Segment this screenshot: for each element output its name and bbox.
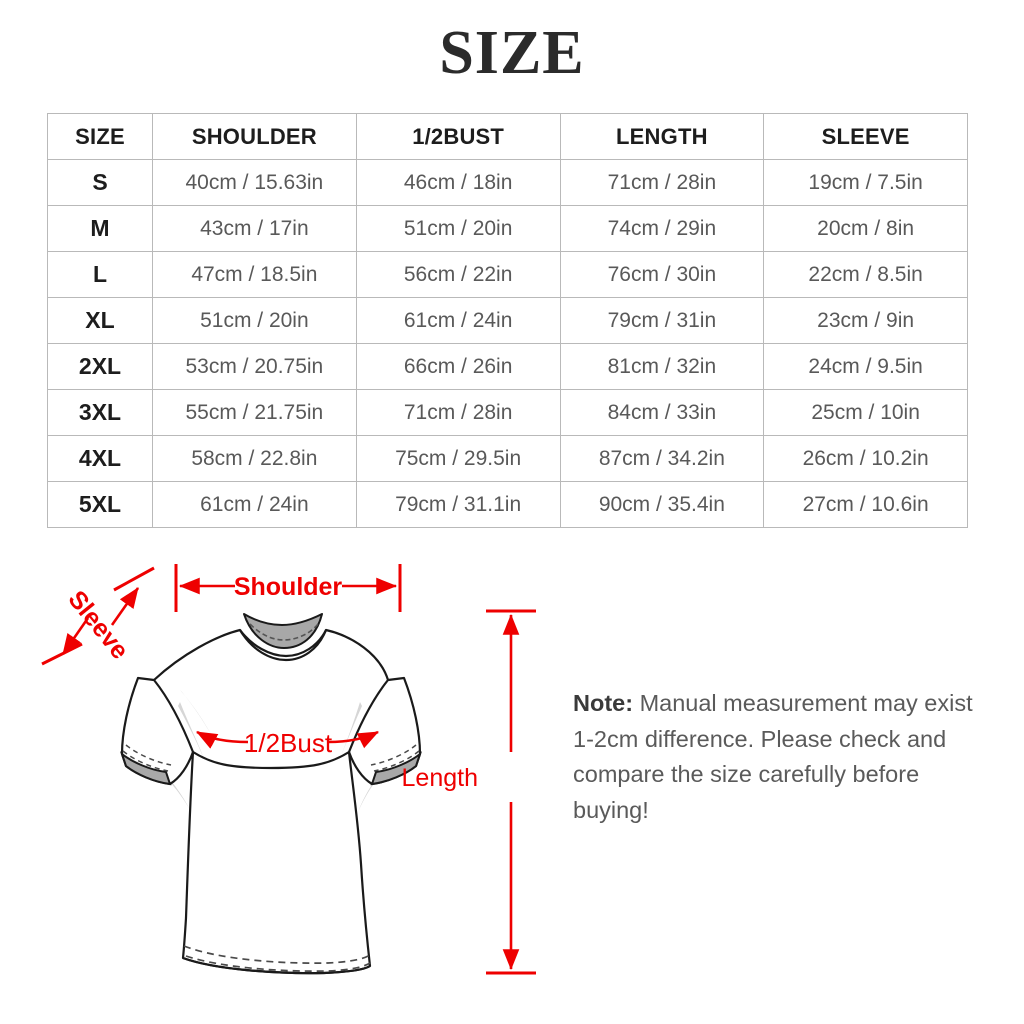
cell-length: 87cm / 34.2in bbox=[559, 435, 765, 482]
bust-arrow-left bbox=[196, 730, 249, 749]
size-table: SIZE SHOULDER 1/2BUST LENGTH SLEEVE S 40… bbox=[47, 113, 968, 528]
collar-outer bbox=[239, 629, 328, 662]
cell-shoulder: 47cm / 18.5in bbox=[152, 251, 357, 298]
sleeve-tick-upper bbox=[113, 566, 155, 592]
cell-shoulder: 58cm / 22.8in bbox=[152, 435, 357, 482]
cell-size: 2XL bbox=[47, 343, 153, 390]
cell-sleeve: 26cm / 10.2in bbox=[763, 435, 968, 482]
cell-bust: 56cm / 22in bbox=[355, 251, 561, 298]
cell-sleeve: 22cm / 8.5in bbox=[763, 251, 968, 298]
cell-size: 4XL bbox=[47, 435, 153, 482]
cell-size: S bbox=[47, 159, 153, 206]
cell-length: 74cm / 29in bbox=[559, 205, 765, 252]
column-header-sleeve: SLEEVE bbox=[763, 113, 968, 160]
table-row: XL 51cm / 20in 61cm / 24in 79cm / 31in 2… bbox=[47, 297, 968, 344]
note-label: Note: bbox=[573, 690, 634, 716]
cell-shoulder: 43cm / 17in bbox=[152, 205, 357, 252]
bust-label: 1/2Bust bbox=[244, 728, 333, 758]
hem-stitch-2 bbox=[185, 955, 371, 972]
cell-bust: 75cm / 29.5in bbox=[355, 435, 561, 482]
bottom-hem bbox=[182, 956, 371, 975]
left-cuff bbox=[119, 751, 172, 786]
cell-size: 3XL bbox=[47, 389, 153, 436]
cell-sleeve: 25cm / 10in bbox=[763, 389, 968, 436]
page-title: SIZE bbox=[439, 19, 585, 87]
shoulder-label: Shoulder bbox=[234, 573, 343, 601]
cell-bust: 79cm / 31.1in bbox=[355, 481, 561, 528]
table-row: 3XL 55cm / 21.75in 71cm / 28in 84cm / 33… bbox=[47, 389, 968, 436]
cell-sleeve: 19cm / 7.5in bbox=[763, 159, 968, 206]
right-cuff-stitch bbox=[373, 750, 420, 772]
cell-length: 90cm / 35.4in bbox=[559, 481, 765, 528]
table-row: 2XL 53cm / 20.75in 66cm / 26in 81cm / 32… bbox=[47, 343, 968, 390]
table-row: S 40cm / 15.63in 46cm / 18in 71cm / 28in… bbox=[47, 159, 968, 206]
cell-shoulder: 51cm / 20in bbox=[152, 297, 357, 344]
right-cuff bbox=[370, 751, 423, 786]
cell-sleeve: 24cm / 9.5in bbox=[763, 343, 968, 390]
note-block: Note: Manual measurement may exist 1-2cm… bbox=[573, 686, 973, 829]
left-cuff-stitch-2 bbox=[125, 744, 172, 766]
cell-sleeve: 27cm / 10.6in bbox=[763, 481, 968, 528]
table-row: M 43cm / 17in 51cm / 20in 74cm / 29in 20… bbox=[47, 205, 968, 252]
size-table-container: SIZE SHOULDER 1/2BUST LENGTH SLEEVE S 40… bbox=[47, 113, 968, 528]
column-header-size: SIZE bbox=[47, 113, 153, 160]
cell-length: 84cm / 33in bbox=[559, 389, 765, 436]
collar-stitch bbox=[249, 623, 319, 641]
sleeve-label: Sleeve bbox=[62, 585, 134, 664]
tshirt-body bbox=[181, 750, 372, 975]
tshirt-diagram: Shoulder Sleeve 1/2Bust Length bbox=[30, 552, 570, 1012]
table-row: 5XL 61cm / 24in 79cm / 31.1in 90cm / 35.… bbox=[47, 481, 968, 528]
bust-arrow-right bbox=[327, 730, 379, 749]
cell-size: XL bbox=[47, 297, 153, 344]
cell-sleeve: 23cm / 9in bbox=[763, 297, 968, 344]
cell-bust: 51cm / 20in bbox=[355, 205, 561, 252]
column-header-length: LENGTH bbox=[559, 113, 765, 160]
note-text: Manual measurement may exist 1-2cm diffe… bbox=[573, 690, 973, 824]
cell-shoulder: 55cm / 21.75in bbox=[152, 389, 357, 436]
tshirt-shoulders bbox=[153, 628, 390, 681]
table-header-row: SIZE SHOULDER 1/2BUST LENGTH SLEEVE bbox=[47, 113, 968, 160]
right-cuff-stitch-2 bbox=[370, 744, 417, 766]
tshirt-illustration bbox=[119, 613, 423, 975]
sleeve-arrow-upper bbox=[110, 587, 140, 626]
cell-shoulder: 61cm / 24in bbox=[152, 481, 357, 528]
column-header-shoulder: SHOULDER bbox=[152, 113, 357, 160]
cell-bust: 71cm / 28in bbox=[355, 389, 561, 436]
length-label: Length bbox=[402, 764, 478, 792]
cell-bust: 66cm / 26in bbox=[355, 343, 561, 390]
cell-length: 76cm / 30in bbox=[559, 251, 765, 298]
cell-size: L bbox=[47, 251, 153, 298]
left-cuff-stitch bbox=[122, 750, 169, 772]
cell-bust: 61cm / 24in bbox=[355, 297, 561, 344]
cell-bust: 46cm / 18in bbox=[355, 159, 561, 206]
cell-size: 5XL bbox=[47, 481, 153, 528]
cell-length: 71cm / 28in bbox=[559, 159, 765, 206]
table-row: 4XL 58cm / 22.8in 75cm / 29.5in 87cm / 3… bbox=[47, 435, 968, 482]
sleeve-arrow-lower bbox=[61, 617, 90, 655]
collar-inner bbox=[243, 613, 323, 649]
cell-shoulder: 53cm / 20.75in bbox=[152, 343, 357, 390]
table-row: L 47cm / 18.5in 56cm / 22in 76cm / 30in … bbox=[47, 251, 968, 298]
sleeve-tick-lower bbox=[41, 642, 83, 666]
cell-shoulder: 40cm / 15.63in bbox=[152, 159, 357, 206]
column-header-bust: 1/2BUST bbox=[355, 113, 561, 160]
cell-length: 79cm / 31in bbox=[559, 297, 765, 344]
cell-size: M bbox=[47, 205, 153, 252]
cell-sleeve: 20cm / 8in bbox=[763, 205, 968, 252]
cell-length: 81cm / 32in bbox=[559, 343, 765, 390]
